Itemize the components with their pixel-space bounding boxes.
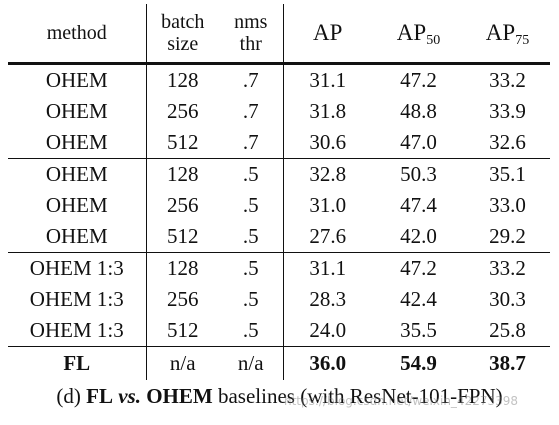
caption-vs: vs.: [112, 384, 141, 408]
header-method: method: [8, 4, 147, 64]
cell-ap50: 47.4: [400, 193, 437, 217]
cell-ap50: 47.2: [400, 68, 437, 92]
cell-nms-thr: .5: [219, 284, 284, 315]
cell-batch-size: 128: [167, 68, 199, 92]
cell-method: OHEM: [8, 158, 147, 190]
cell-ap: 31.1: [309, 256, 347, 280]
cell-ap: 31.1: [309, 68, 347, 92]
header-ap75: AP75: [485, 20, 530, 48]
cell-nms-thr: .7: [219, 63, 284, 96]
header-batch-size: batch size: [161, 11, 205, 55]
header-ap: AP: [313, 20, 343, 45]
cell-ap75: 32.6: [465, 127, 550, 159]
cell-nms-thr: .7: [219, 127, 284, 159]
cell-batch-size: 128: [167, 162, 199, 186]
cell-ap50: 42.0: [372, 221, 465, 253]
cell-ap: 24.0: [309, 318, 347, 342]
table-row-fl: FL n/a n/a 36.0 54.9 38.7: [8, 346, 550, 380]
cell-batch-size: 512: [146, 127, 219, 159]
table-row: OHEM 1:3 256 .5 28.3 42.4 30.3: [8, 284, 550, 315]
cell-nms-thr: .7: [219, 96, 284, 127]
cell-nms-thr: .5: [219, 252, 284, 284]
cell-batch-size: n/a: [146, 346, 219, 380]
cell-batch-size: 512: [146, 221, 219, 253]
cell-batch-size: 512: [167, 318, 199, 342]
cell-ap50: 47.2: [400, 256, 437, 280]
header-nms-thr: nms thr: [219, 4, 284, 64]
cell-ap75: 33.2: [489, 256, 526, 280]
cell-batch-size: 128: [167, 256, 199, 280]
cell-ap75: 29.2: [465, 221, 550, 253]
cell-ap: 27.6: [283, 221, 372, 253]
cell-ap50: 54.9: [372, 346, 465, 380]
results-table: method batch size nms thr AP AP50 AP75 OHE…: [8, 4, 550, 380]
table-row: OHEM 128 .7 31.1 47.2 33.2: [8, 63, 550, 96]
cell-method: OHEM: [8, 127, 147, 159]
cell-method: OHEM: [8, 63, 147, 96]
caption-rest: baselines (with ResNet-101-FPN): [212, 384, 503, 408]
cell-method: OHEM 1:3: [8, 252, 147, 284]
cell-ap75: 25.8: [489, 318, 526, 342]
cell-ap: 36.0: [283, 346, 372, 380]
caption-fl: FL: [86, 384, 113, 408]
cell-ap75: 33.9: [489, 99, 526, 123]
table-row: OHEM 512 .5 27.6 42.0 29.2: [8, 221, 550, 253]
cell-method: OHEM 1:3: [8, 315, 147, 347]
watermark: https://blog.csdn.net/weixin_42273398: [284, 394, 519, 408]
cell-method: FL: [8, 346, 147, 380]
cell-method: OHEM: [8, 190, 147, 221]
table-row: OHEM 256 .7 31.8 48.8 33.9: [8, 96, 550, 127]
cell-ap50: 42.4: [400, 287, 437, 311]
cell-batch-size: 256: [167, 287, 199, 311]
cell-ap50: 47.0: [372, 127, 465, 159]
cell-method: OHEM: [8, 221, 147, 253]
cell-ap75: 33.2: [489, 68, 526, 92]
cell-ap50: 50.3: [400, 162, 437, 186]
table-row: OHEM 256 .5 31.0 47.4 33.0: [8, 190, 550, 221]
cell-ap75: 30.3: [489, 287, 526, 311]
cell-ap: 31.0: [309, 193, 347, 217]
table-row: OHEM 1:3 512 .5 24.0 35.5 25.8: [8, 315, 550, 347]
cell-ap75: 38.7: [465, 346, 550, 380]
cell-nms-thr: .5: [219, 315, 284, 347]
cell-ap75: 35.1: [489, 162, 526, 186]
cell-ap: 30.6: [283, 127, 372, 159]
cell-ap: 28.3: [309, 287, 347, 311]
results-table-container: method batch size nms thr AP AP50 AP75 OHE…: [8, 4, 550, 380]
header-row: method batch size nms thr AP AP50 AP75: [8, 4, 550, 64]
cell-ap50: 35.5: [400, 318, 437, 342]
cell-ap: 32.8: [309, 162, 347, 186]
header-ap50: AP50: [396, 20, 441, 48]
caption-ohem: OHEM: [140, 384, 213, 408]
cell-method: OHEM 1:3: [8, 284, 147, 315]
cell-ap50: 48.8: [400, 99, 437, 123]
cell-nms-thr: .5: [219, 158, 284, 190]
table-caption: (d) FL vs. OHEM baselines (with ResNet-1…: [0, 384, 559, 409]
cell-batch-size: 256: [167, 193, 199, 217]
table-row: OHEM 128 .5 32.8 50.3 35.1: [8, 158, 550, 190]
cell-method: OHEM: [8, 96, 147, 127]
cell-nms-thr: n/a: [219, 346, 284, 380]
cell-batch-size: 256: [167, 99, 199, 123]
cell-nms-thr: .5: [219, 190, 284, 221]
caption-prefix: (d): [56, 384, 87, 408]
cell-nms-thr: .5: [219, 221, 284, 253]
cell-ap: 31.8: [309, 99, 347, 123]
cell-ap75: 33.0: [489, 193, 526, 217]
table-row: OHEM 1:3 128 .5 31.1 47.2 33.2: [8, 252, 550, 284]
table-row: OHEM 512 .7 30.6 47.0 32.6: [8, 127, 550, 159]
